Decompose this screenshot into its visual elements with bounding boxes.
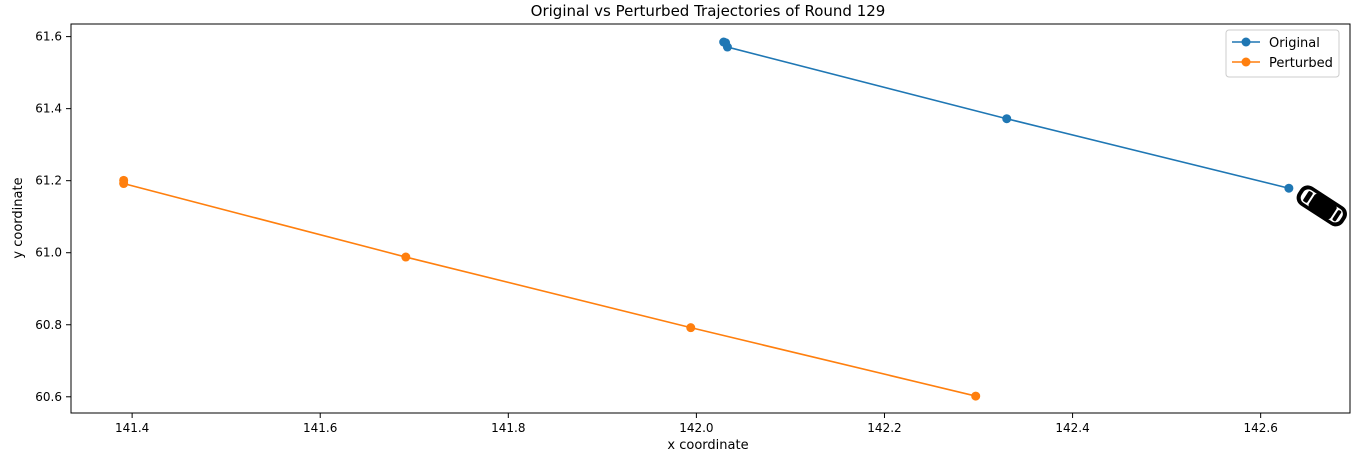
legend-label-original: Original: [1269, 36, 1320, 51]
data-point-perturbed: [119, 179, 129, 189]
data-point-original: [1002, 114, 1012, 124]
y-tick-label: 60.6: [35, 390, 62, 404]
car-icon: [1296, 185, 1347, 227]
annotation-layer: [1296, 185, 1347, 227]
x-tick-label: 142.6: [1243, 421, 1277, 435]
series-line-perturbed: [122, 180, 976, 397]
y-tick-label: 60.8: [35, 318, 62, 332]
plot-area: 141.4 141.6 141.8 142.0 142.2 142.4 142.6 60.6…: [35, 23, 1351, 435]
legend: Original Perturbed: [1225, 29, 1340, 78]
y-axis-ticks: 60.6 60.8 61.0 61.2 61.4 61.6: [35, 30, 71, 404]
x-axis-ticks: 141.4 141.6 141.8 142.0 142.2 142.4 142.6: [115, 413, 1278, 435]
data-point-perturbed: [971, 391, 981, 401]
x-tick-label: 141.8: [491, 421, 525, 435]
legend-label-perturbed: Perturbed: [1269, 56, 1333, 71]
chart-title: Original vs Perturbed Trajectories of Ro…: [531, 2, 886, 20]
data-point-perturbed: [401, 252, 411, 262]
y-tick-label: 61.2: [35, 174, 62, 188]
legend-item-original: Original: [1232, 36, 1320, 51]
x-tick-label: 142.0: [679, 421, 713, 435]
x-tick-label: 141.6: [303, 421, 337, 435]
data-point-original: [1284, 183, 1294, 193]
x-tick-label: 142.2: [867, 421, 901, 435]
x-tick-label: 141.4: [115, 421, 149, 435]
data-point-original: [722, 42, 732, 52]
legend-marker-original: [1241, 37, 1251, 47]
x-axis-label: x coordinate: [667, 438, 748, 452]
y-axis-label: y coordinate: [11, 177, 26, 258]
data-point-perturbed: [686, 323, 696, 333]
y-tick-label: 61.6: [35, 30, 62, 44]
legend-item-perturbed: Perturbed: [1232, 56, 1333, 71]
y-tick-label: 61.4: [35, 102, 62, 116]
x-tick-label: 142.4: [1055, 421, 1089, 435]
plot-frame: [70, 23, 1351, 414]
y-tick-label: 61.0: [35, 246, 62, 260]
series-layer: [119, 37, 1294, 401]
legend-marker-perturbed: [1241, 57, 1251, 67]
